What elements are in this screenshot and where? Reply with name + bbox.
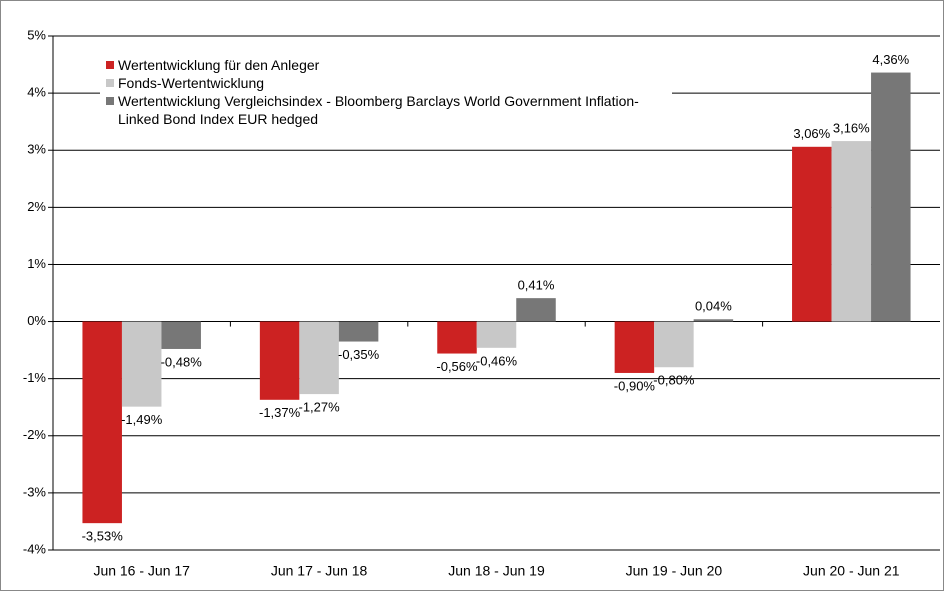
y-tick-label: 5% [27, 27, 46, 42]
y-tick-label: 3% [27, 142, 46, 157]
x-tick-label: Jun 20 - Jun 21 [803, 563, 900, 579]
bar [437, 321, 477, 354]
data-label: -0,56% [436, 359, 478, 374]
legend-label: Wertentwicklung Vergleichsindex - Bloomb… [118, 93, 639, 127]
data-label: -0,46% [476, 353, 518, 368]
x-tick-label: Jun 18 - Jun 19 [448, 563, 545, 579]
y-tick-label: 1% [27, 256, 46, 271]
bar [259, 321, 300, 400]
bar [299, 321, 339, 395]
bar [82, 321, 122, 524]
bar [654, 321, 694, 368]
legend-item: Wertentwicklung Vergleichsindex - Bloomb… [106, 92, 666, 128]
data-label: 3,16% [833, 121, 870, 136]
data-label: -3,53% [82, 529, 124, 544]
y-tick-label: -2% [23, 427, 47, 442]
data-label: -0,48% [161, 354, 203, 369]
x-tick-label: Jun 16 - Jun 17 [93, 563, 190, 579]
y-tick-label: -3% [23, 484, 47, 499]
legend: Wertentwicklung für den Anleger Fonds-Wer… [100, 52, 672, 132]
y-tick-label: 2% [27, 199, 46, 214]
bar [338, 321, 379, 342]
data-label: -0,35% [338, 347, 380, 362]
bar [831, 141, 872, 322]
bar [121, 321, 162, 407]
y-tick-label: -4% [23, 541, 47, 556]
data-label: 4,36% [872, 52, 909, 67]
legend-label: Wertentwicklung für den Anleger [118, 57, 320, 73]
y-tick-label: 4% [27, 85, 46, 100]
legend-item: Wertentwicklung für den Anleger [106, 56, 666, 74]
bar [792, 146, 832, 322]
legend-label: Fonds-Wertentwicklung [118, 75, 265, 91]
legend-item: Fonds-Wertentwicklung [106, 74, 666, 92]
data-label: -0,80% [653, 373, 695, 388]
data-label: -1,27% [298, 400, 340, 415]
x-tick-label: Jun 17 - Jun 18 [271, 563, 368, 579]
data-label: 0,41% [518, 278, 555, 293]
data-label: -0,90% [614, 378, 656, 393]
data-label: 3,06% [793, 126, 830, 141]
bar [614, 321, 655, 373]
legend-swatch [106, 97, 114, 105]
bar [871, 72, 911, 322]
data-label: -1,49% [121, 412, 163, 427]
bar [516, 298, 556, 322]
legend-swatch [106, 79, 114, 87]
bar [693, 319, 734, 322]
bar [476, 321, 517, 348]
data-label: 0,04% [695, 299, 732, 314]
x-tick-label: Jun 19 - Jun 20 [626, 563, 723, 579]
y-tick-label: 0% [27, 313, 46, 328]
data-label: -1,37% [259, 405, 301, 420]
legend-swatch [106, 61, 114, 69]
bar [161, 321, 201, 349]
y-tick-label: -1% [23, 370, 47, 385]
